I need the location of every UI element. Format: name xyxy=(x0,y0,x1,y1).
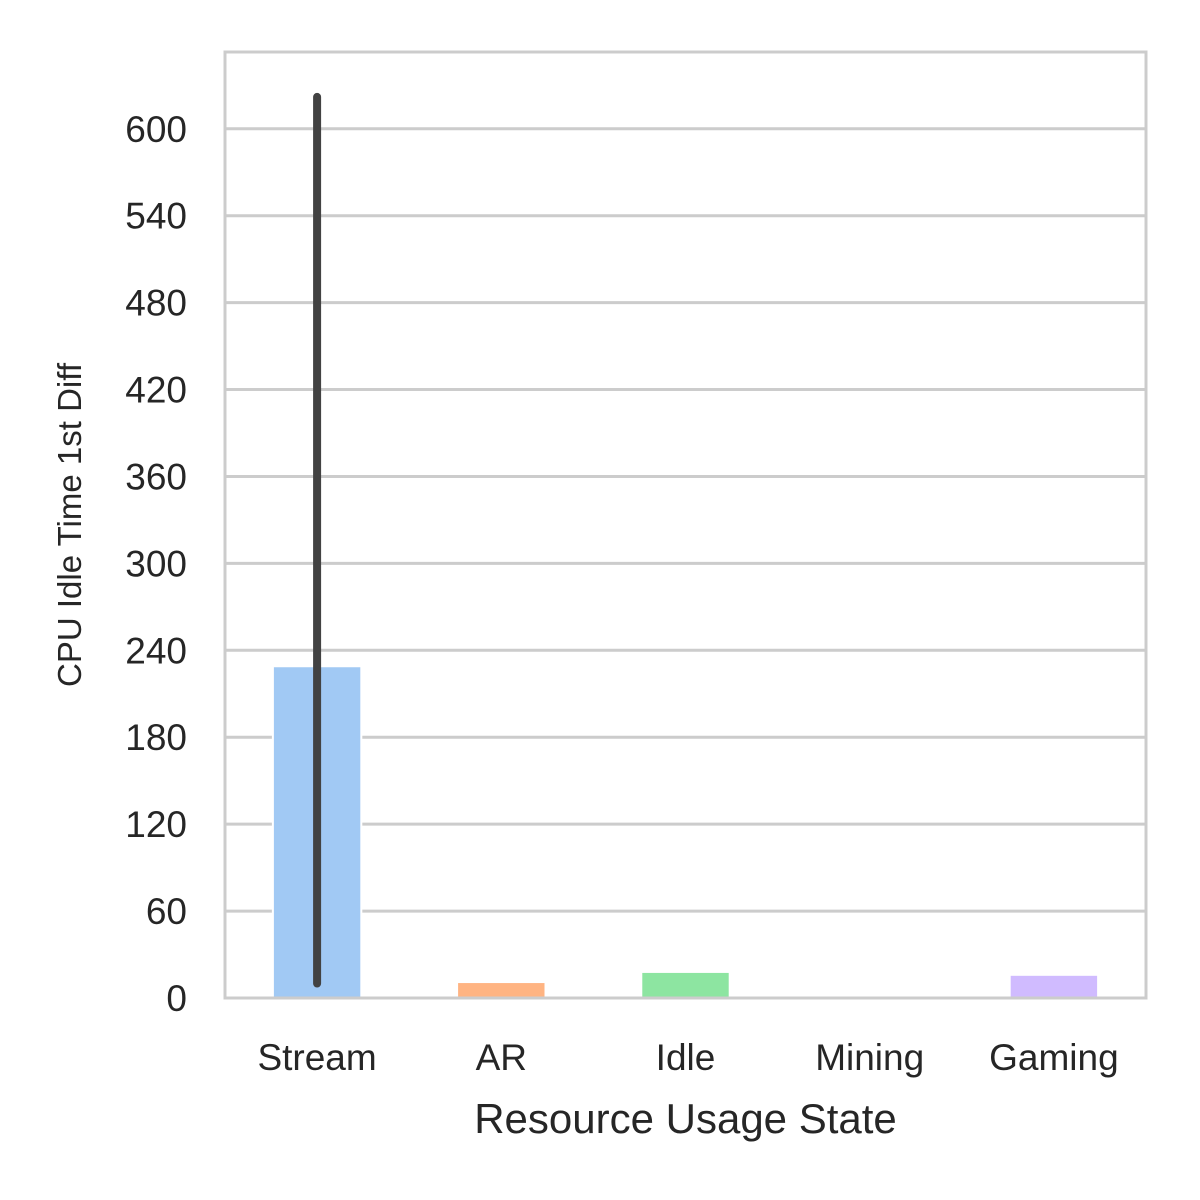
y-tick-label: 300 xyxy=(125,543,187,584)
x-tick-label: Gaming xyxy=(989,1037,1119,1078)
y-tick-label: 120 xyxy=(125,804,187,845)
y-tick-label: 180 xyxy=(125,717,187,758)
y-axis-title: CPU Idle Time 1st Diff xyxy=(51,362,88,687)
bars xyxy=(271,665,1100,1000)
y-tick-label: 420 xyxy=(125,370,187,411)
x-tick-label: Stream xyxy=(257,1037,376,1078)
y-tick-label: 360 xyxy=(125,456,187,497)
y-tick-label: 540 xyxy=(125,196,187,237)
x-tick-labels: Stream AR Idle Mining Gaming xyxy=(257,1037,1118,1078)
y-tick-label: 240 xyxy=(125,630,187,671)
y-tick-label: 60 xyxy=(146,891,187,932)
bar-ar xyxy=(456,981,547,1000)
bar-idle xyxy=(640,970,731,999)
y-tick-label: 0 xyxy=(166,978,187,1019)
x-tick-label: AR xyxy=(476,1037,527,1078)
y-tick-label: 480 xyxy=(125,283,187,324)
y-tick-label: 600 xyxy=(125,109,187,150)
x-tick-label: Mining xyxy=(815,1037,924,1078)
gridlines xyxy=(225,127,1146,1000)
y-tick-labels: 0 60 120 180 240 300 360 420 480 540 600 xyxy=(125,109,187,1019)
x-axis-title: Resource Usage State xyxy=(474,1095,897,1142)
bar-gaming xyxy=(1008,973,1100,999)
x-tick-label: Idle xyxy=(656,1037,716,1078)
plot-frame xyxy=(223,50,1148,1000)
